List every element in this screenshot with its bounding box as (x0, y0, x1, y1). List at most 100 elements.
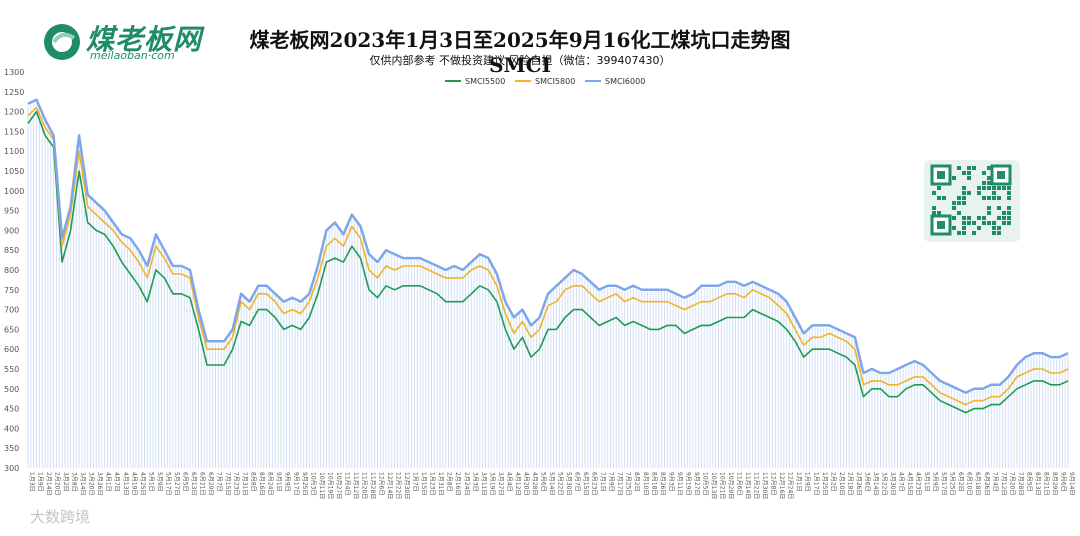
x-tick-label: 7月17日 (616, 472, 623, 495)
x-tick-label: 7月31日 (241, 472, 248, 495)
x-tick-label: 8月18日 (650, 472, 657, 495)
x-tick-label: 1月17日 (812, 472, 819, 495)
x-tick-label: 5月30日 (565, 472, 572, 495)
y-tick-label: 1300 (4, 68, 24, 77)
x-tick-label: 8月29日 (1051, 472, 1058, 495)
y-tick-label: 1150 (4, 127, 24, 136)
x-tick-label: 8月26日 (659, 472, 666, 495)
x-tick-label: 1月1日 (795, 472, 802, 492)
x-tick-label: 7月20日 (1008, 472, 1015, 495)
x-tick-label: 10月21日 (718, 472, 725, 499)
x-tick-label: 4月7日 (898, 472, 905, 492)
x-tick-label: 9月11日 (676, 472, 683, 495)
x-tick-label: 4月19日 (130, 472, 137, 495)
x-tick-label: 12月6日 (378, 472, 385, 495)
x-tick-label: 4月25日 (139, 472, 146, 495)
x-tick-label: 3月26日 (96, 472, 103, 495)
x-tick-label: 6月7日 (574, 472, 581, 492)
x-tick-label: 12月8日 (770, 472, 777, 495)
x-tick-label: 5月17日 (940, 472, 947, 495)
x-tick-label: 11月6日 (736, 472, 743, 495)
x-tick-label: 2月16日 (454, 472, 461, 495)
x-tick-label: 2月24日 (463, 472, 470, 495)
x-tick-label: 5月25日 (949, 472, 956, 495)
y-tick-label: 750 (4, 286, 19, 295)
x-tick-label: 3月2日 (62, 472, 69, 492)
x-tick-label: 9月17日 (292, 472, 299, 495)
x-tick-label: 5月17日 (164, 472, 171, 495)
x-tick-label: 9月3日 (667, 472, 674, 492)
y-tick-label: 1000 (4, 187, 24, 196)
x-tick-label: 3月3日 (471, 472, 478, 492)
y-tick-label: 550 (4, 365, 19, 374)
x-tick-label: 8月2日 (633, 472, 640, 492)
x-tick-label: 11月4日 (343, 472, 350, 495)
x-tick-label: 5月1日 (923, 472, 930, 492)
x-tick-label: 3月20日 (88, 472, 95, 495)
x-tick-label: 6月23日 (591, 472, 598, 495)
x-tick-label: 10月19日 (326, 472, 333, 499)
x-tick-label: 5月9日 (932, 472, 939, 492)
x-tick-label: 6月13日 (190, 472, 197, 495)
x-tick-label: 5月22日 (557, 472, 564, 495)
x-tick-label: 4月28日 (531, 472, 538, 495)
x-tick-label: 7月28日 (1017, 472, 1024, 495)
x-tick-label: 8月16日 (258, 472, 265, 495)
x-tick-label: 3月22日 (880, 472, 887, 495)
x-tick-label: 7月12日 (1000, 472, 1007, 495)
x-tick-label: 5月27日 (173, 472, 180, 495)
x-tick-label: 9月25日 (301, 472, 308, 495)
x-tick-label: 3月14日 (872, 472, 879, 495)
legend-entry: SMCI5500 (465, 77, 505, 86)
x-tick-label: 4月13日 (122, 472, 129, 495)
x-tick-label: 8月24日 (267, 472, 274, 495)
x-tick-label: 11月20日 (360, 472, 367, 499)
x-tick-label: 10月27日 (335, 472, 342, 499)
x-tick-label: 7月25日 (625, 472, 632, 495)
x-tick-label: 6月10日 (966, 472, 973, 495)
x-tick-label: 11月14日 (744, 472, 751, 499)
y-tick-label: 450 (4, 405, 19, 414)
x-tick-label: 1月7日 (412, 472, 419, 492)
page-title: 煤老板网2023年1月3日至2025年9月16化工煤坑口走势图SMCI (249, 28, 791, 77)
y-tick-label: 850 (4, 246, 19, 255)
x-tick-label: 8月8日 (250, 472, 257, 492)
x-tick-label: 6月15日 (582, 472, 589, 495)
x-tick-label: 3月30日 (889, 472, 896, 495)
x-tick-label: 4月15日 (906, 472, 913, 495)
series-line-smci5500 (27, 110, 1069, 414)
drop-lines (27, 101, 1069, 468)
x-tick-label: 10月11日 (318, 472, 325, 499)
watermark: 大数跨境 (30, 508, 91, 526)
x-tick-label: 3月11日 (480, 472, 487, 495)
x-tick-label: 1月9日 (37, 472, 44, 492)
x-tick-label: 8月13日 (1034, 472, 1041, 495)
x-tick-label: 1月23日 (429, 472, 436, 495)
x-tick-label: 4月20日 (522, 472, 529, 495)
y-tick-label: 1200 (4, 108, 24, 117)
y-tick-label: 900 (4, 226, 19, 235)
series-line-smci5800 (27, 106, 1069, 406)
x-tick-label: 2月14日 (45, 472, 52, 495)
y-tick-label: 600 (4, 345, 19, 354)
x-tick-label: 6月29日 (207, 472, 214, 495)
x-tick-label: 9月9日 (284, 472, 291, 492)
y-tick-label: 500 (4, 385, 19, 394)
x-tick-label: 2月26日 (855, 472, 862, 495)
y-tick-label: 700 (4, 306, 19, 315)
x-tick-label: 8月21日 (1042, 472, 1049, 495)
x-tick-label: 7月15日 (224, 472, 231, 495)
x-tick-label: 1月25日 (821, 472, 828, 495)
y-tick-label: 300 (4, 464, 19, 473)
x-tick-label: 9月19日 (684, 472, 691, 495)
logo-icon (44, 24, 80, 60)
page-subtitle: 仅供内部参考 不做投资建议 风险自担（微信：399407430） (369, 54, 671, 67)
x-tick-label: 12月22日 (395, 472, 402, 499)
y-tick-label: 800 (4, 266, 19, 275)
x-tick-label: 4月4日 (505, 472, 512, 492)
x-tick-label: 9月6日 (1059, 472, 1066, 492)
x-tick-label: 9月14日 (1068, 472, 1075, 495)
x-tick-label: 5月1日 (147, 472, 154, 492)
x-tick-label: 9月27日 (693, 472, 700, 495)
